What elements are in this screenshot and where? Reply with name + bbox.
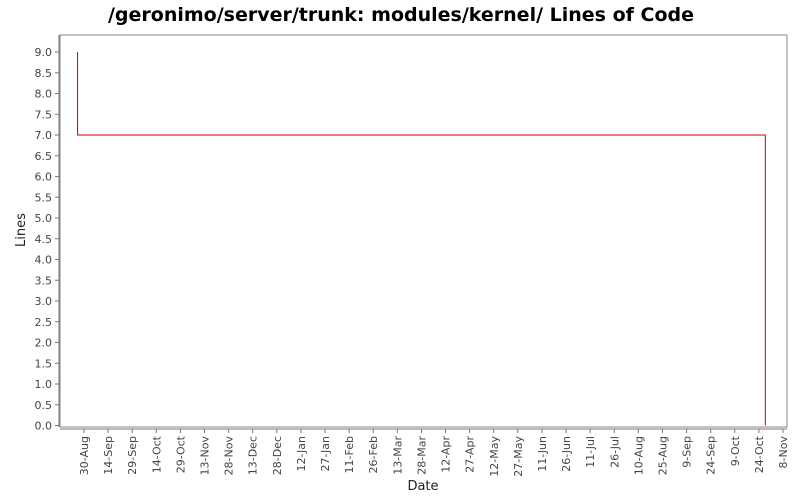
x-tick-label: 11-Jun xyxy=(536,436,549,472)
chart-title: /geronimo/server/trunk: modules/kernel/ … xyxy=(108,4,694,26)
x-tick-label: 11-Feb xyxy=(343,436,356,473)
y-tick-label: 3.0 xyxy=(35,295,53,308)
x-tick-label: 9-Sep xyxy=(681,436,694,468)
x-tick-label: 12-Jan xyxy=(295,436,308,472)
x-tick-label: 11-Jul xyxy=(584,436,597,468)
x-tick-label: 8-Nov xyxy=(777,436,790,469)
y-tick-label: 7.0 xyxy=(35,129,53,142)
x-axis-label: Date xyxy=(407,479,438,494)
y-tick-label: 6.5 xyxy=(35,150,53,163)
x-tick-label: 12-May xyxy=(488,436,501,477)
y-tick-label: 6.0 xyxy=(35,171,53,184)
y-tick-label: 0.0 xyxy=(35,420,53,433)
y-tick-label: 7.5 xyxy=(35,108,53,121)
y-tick-label: 9.0 xyxy=(35,46,53,59)
x-tick-label: 28-Dec xyxy=(271,436,284,475)
y-tick-label: 8.0 xyxy=(35,88,53,101)
y-tick-label: 1.5 xyxy=(35,357,53,370)
x-tick-label: 29-Oct xyxy=(174,435,187,473)
y-axis: 0.0 0.5 1.0 1.5 2.0 2.5 3.0 3.5 4.0 4.5 5.0 5.5 6.0 6… xyxy=(35,35,60,433)
y-tick-label: 5.5 xyxy=(35,191,53,204)
y-tick-label: 3.5 xyxy=(35,274,53,287)
y-axis-label: Lines xyxy=(14,213,29,247)
x-tick-label: 24-Oct xyxy=(753,435,766,473)
x-tick-label: 27-Jan xyxy=(319,436,332,472)
y-tick-label: 2.5 xyxy=(35,316,53,329)
y-tick-label: 4.5 xyxy=(35,233,53,246)
x-tick-label: 28-Nov xyxy=(223,436,236,476)
y-tick-label: 2.0 xyxy=(35,337,53,350)
x-tick-label: 10-Aug xyxy=(632,436,645,475)
y-tick-label: 4.0 xyxy=(35,254,53,267)
y-tick-label: 0.5 xyxy=(35,399,53,412)
x-tick-label: 9-Oct xyxy=(729,435,742,466)
x-tick-label: 12-Apr xyxy=(440,436,453,473)
x-tick-label: 25-Aug xyxy=(656,436,669,475)
x-axis: 30-Aug 14-Sep 29-Sep 14-Oct 29-Oct 13-Nov 28-N… xyxy=(60,428,790,477)
y-tick-label: 5.0 xyxy=(35,212,53,225)
y-tick-label: 8.5 xyxy=(35,67,53,80)
x-tick-label: 26-Jul xyxy=(608,436,621,468)
x-tick-label: 28-Mar xyxy=(415,436,428,475)
series-group xyxy=(77,52,766,426)
x-tick-label: 14-Oct xyxy=(150,435,163,473)
x-tick-label: 26-Feb xyxy=(367,436,380,473)
x-tick-label: 29-Sep xyxy=(126,436,139,475)
x-tick-label: 13-Nov xyxy=(199,436,212,476)
y-tick-label: 1.0 xyxy=(35,378,53,391)
x-tick-label: 13-Dec xyxy=(247,436,260,475)
x-tick-label: 27-Apr xyxy=(464,436,477,473)
x-tick-label: 30-Aug xyxy=(78,436,91,475)
series-line xyxy=(77,52,766,426)
x-tick-label: 26-Jun xyxy=(560,436,573,472)
x-tick-label: 13-Mar xyxy=(391,436,404,475)
plot-area xyxy=(59,34,788,428)
x-tick-label: 24-Sep xyxy=(705,436,718,475)
x-tick-label: 14-Sep xyxy=(102,436,115,475)
x-tick-label: 27-May xyxy=(512,436,525,477)
